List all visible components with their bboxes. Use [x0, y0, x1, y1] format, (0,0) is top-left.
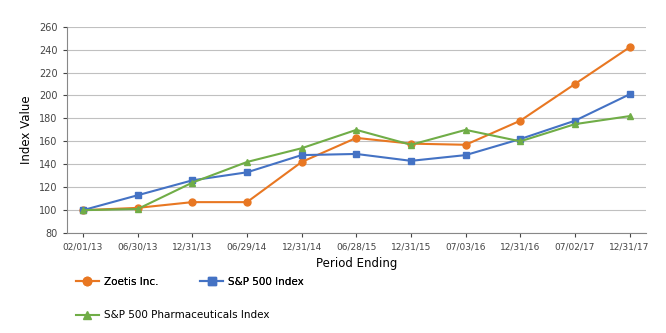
S&P 500 Pharmaceuticals Index — [134, 207, 142, 211]
Zoetis Inc. — [462, 143, 470, 147]
S&P 500 Index — [79, 208, 87, 212]
Line: Zoetis Inc.: Zoetis Inc. — [79, 44, 633, 214]
S&P 500 Pharmaceuticals Index — [462, 128, 470, 132]
S&P 500 Index — [298, 153, 306, 157]
S&P 500 Index — [516, 137, 524, 141]
S&P 500 Pharmaceuticals Index — [79, 208, 87, 212]
Y-axis label: Index Value: Index Value — [21, 96, 33, 164]
Zoetis Inc. — [79, 208, 87, 212]
S&P 500 Index — [134, 193, 142, 197]
Zoetis Inc. — [625, 45, 633, 49]
Legend: S&P 500 Pharmaceuticals Index: S&P 500 Pharmaceuticals Index — [72, 306, 274, 324]
S&P 500 Pharmaceuticals Index — [516, 139, 524, 143]
Zoetis Inc. — [188, 200, 196, 204]
Zoetis Inc. — [298, 160, 306, 164]
Line: S&P 500 Index: S&P 500 Index — [79, 91, 633, 214]
S&P 500 Pharmaceuticals Index — [243, 160, 251, 164]
S&P 500 Pharmaceuticals Index — [298, 146, 306, 150]
S&P 500 Index — [188, 178, 196, 182]
Zoetis Inc. — [571, 82, 579, 86]
X-axis label: Period Ending: Period Ending — [316, 257, 397, 270]
S&P 500 Pharmaceuticals Index — [352, 128, 360, 132]
Legend: Zoetis Inc., S&P 500 Index: Zoetis Inc., S&P 500 Index — [72, 273, 308, 291]
S&P 500 Pharmaceuticals Index — [625, 114, 633, 118]
S&P 500 Index — [625, 92, 633, 96]
Zoetis Inc. — [243, 200, 251, 204]
Zoetis Inc. — [407, 142, 415, 146]
Line: S&P 500 Pharmaceuticals Index: S&P 500 Pharmaceuticals Index — [79, 113, 633, 214]
S&P 500 Pharmaceuticals Index — [188, 180, 196, 184]
Zoetis Inc. — [134, 206, 142, 210]
S&P 500 Index — [243, 170, 251, 174]
S&P 500 Index — [407, 159, 415, 163]
Zoetis Inc. — [352, 136, 360, 140]
S&P 500 Index — [462, 153, 470, 157]
S&P 500 Index — [571, 119, 579, 123]
S&P 500 Pharmaceuticals Index — [571, 122, 579, 126]
Zoetis Inc. — [516, 119, 524, 123]
S&P 500 Pharmaceuticals Index — [407, 143, 415, 147]
S&P 500 Index — [352, 152, 360, 156]
